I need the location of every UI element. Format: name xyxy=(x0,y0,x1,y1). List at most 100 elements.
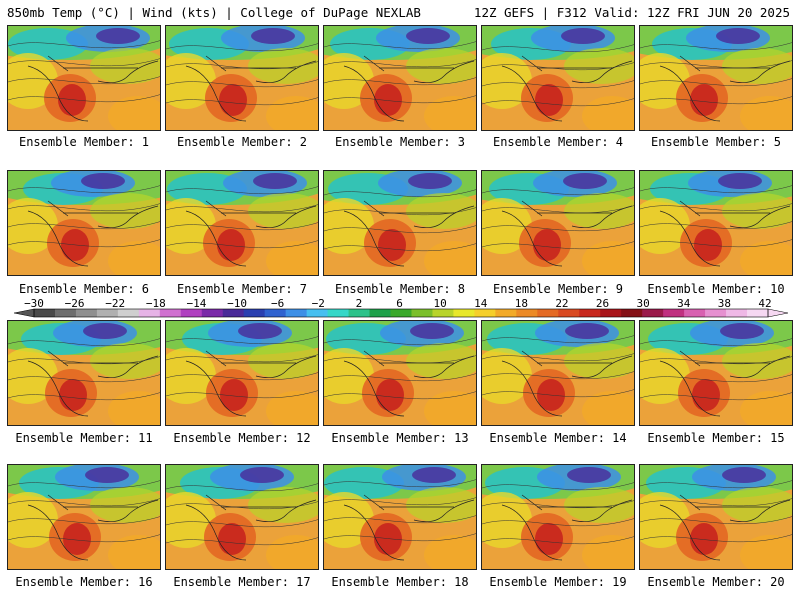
colorbar-segment xyxy=(222,309,245,317)
colorbar-tick-label: −30 xyxy=(24,297,44,310)
map-title: 850mb Temp (°C) | Wind (kts) | College o… xyxy=(7,5,421,20)
ensemble-member-map xyxy=(7,25,161,131)
colorbar-segment xyxy=(138,309,161,317)
member-label: Ensemble Member: 20 xyxy=(647,575,785,589)
ensemble-member-map xyxy=(639,464,793,570)
colorbar-segment xyxy=(264,309,287,317)
member-label: Ensemble Member: 1 xyxy=(18,135,150,149)
temperature-field xyxy=(640,321,792,425)
colorbar-segment xyxy=(432,309,454,317)
colorbar-tick-label: 18 xyxy=(514,297,528,310)
temperature-field xyxy=(640,171,792,275)
colorbar-tick-label: 6 xyxy=(396,297,403,310)
colorbar-segment xyxy=(285,309,308,317)
colorbar-segment xyxy=(663,309,685,317)
colorbar-tick-label: 10 xyxy=(433,297,447,310)
colorbar-tick-label: −26 xyxy=(64,297,85,310)
member-label: Ensemble Member: 16 xyxy=(15,575,153,589)
colorbar-segment xyxy=(348,309,371,317)
temperature-field xyxy=(482,171,634,275)
colorbar-segment xyxy=(621,309,643,317)
member-label: Ensemble Member: 6 xyxy=(18,282,150,296)
colorbar-tick-label: 30 xyxy=(636,297,650,310)
ensemble-member-map xyxy=(165,25,319,131)
ensemble-member-map xyxy=(323,170,477,276)
colorbar-segment xyxy=(243,309,266,317)
temperature-colorbar: −30 −26 −22 −18 −14 −10 −6 −2 2 6 10 14 18 22 26 30 34 38… xyxy=(0,297,800,321)
colorbar-segment xyxy=(96,309,119,317)
temperature-field xyxy=(166,465,318,569)
ensemble-member-map xyxy=(7,170,161,276)
temperature-field xyxy=(166,26,318,130)
member-label: Ensemble Member: 19 xyxy=(489,575,627,589)
ensemble-member-map xyxy=(481,464,635,570)
member-label: Ensemble Member: 4 xyxy=(492,135,624,149)
colorbar-segment xyxy=(705,309,727,317)
temperature-field xyxy=(8,321,160,425)
colorbar-tick-label: −14 xyxy=(186,297,207,310)
temperature-field xyxy=(8,465,160,569)
colorbar-tick-label: −2 xyxy=(311,297,325,310)
colorbar-svg xyxy=(13,308,789,318)
temperature-field xyxy=(8,171,160,275)
ensemble-member-map xyxy=(165,170,319,276)
colorbar-segment xyxy=(34,309,56,317)
ensemble-member-map xyxy=(323,25,477,131)
colorbar-tick-label: 38 xyxy=(717,297,731,310)
colorbar-tick-label: 2 xyxy=(355,297,363,310)
colorbar-tick-label: 42 xyxy=(758,297,772,310)
colorbar-segment xyxy=(600,309,622,317)
ensemble-member-map xyxy=(323,464,477,570)
colorbar-tick-label: −6 xyxy=(271,297,285,310)
member-label: Ensemble Member: 14 xyxy=(489,431,627,445)
colorbar-left-arrow xyxy=(13,308,35,318)
colorbar-segment xyxy=(159,309,182,317)
colorbar-segment xyxy=(369,309,392,317)
colorbar-tick-label: 34 xyxy=(677,297,691,310)
ensemble-member-map xyxy=(7,320,161,426)
colorbar-tick-label: −22 xyxy=(105,297,126,310)
model-valid-time: 12Z GEFS | F312 Valid: 12Z FRI JUN 20 20… xyxy=(473,5,790,20)
ensemble-member-map xyxy=(481,170,635,276)
colorbar-right-arrow xyxy=(767,308,789,318)
member-label: Ensemble Member: 11 xyxy=(15,431,153,445)
colorbar-segment xyxy=(306,309,329,317)
temperature-field xyxy=(8,26,160,130)
temperature-field xyxy=(482,26,634,130)
member-label: Ensemble Member: 7 xyxy=(176,282,308,296)
temperature-field xyxy=(482,465,634,569)
ensemble-member-map xyxy=(165,320,319,426)
colorbar-segment xyxy=(579,309,601,317)
ensemble-member-map xyxy=(481,25,635,131)
member-label: Ensemble Member: 13 xyxy=(331,431,469,445)
member-label: Ensemble Member: 3 xyxy=(334,135,466,149)
temperature-field xyxy=(324,465,476,569)
ensemble-member-map xyxy=(639,25,793,131)
temperature-field xyxy=(640,465,792,569)
member-label: Ensemble Member: 18 xyxy=(331,575,469,589)
colorbar-segment xyxy=(180,309,203,317)
member-label: Ensemble Member: 12 xyxy=(173,431,311,445)
ensemble-member-map xyxy=(639,170,793,276)
colorbar-segment xyxy=(75,309,98,317)
temperature-field xyxy=(482,321,634,425)
colorbar-segment xyxy=(726,309,748,317)
temperature-field xyxy=(324,171,476,275)
colorbar-segment xyxy=(327,309,350,317)
colorbar-segment xyxy=(558,309,580,317)
temperature-field xyxy=(324,321,476,425)
ensemble-member-map xyxy=(481,320,635,426)
colorbar-segment xyxy=(495,309,517,317)
ensemble-member-map xyxy=(639,320,793,426)
member-label: Ensemble Member: 5 xyxy=(650,135,782,149)
colorbar-segment xyxy=(117,309,140,317)
colorbar-tick-label: −18 xyxy=(145,297,166,310)
colorbar-segment xyxy=(201,309,224,317)
member-label: Ensemble Member: 8 xyxy=(334,282,466,296)
member-label: Ensemble Member: 15 xyxy=(647,431,785,445)
temperature-field xyxy=(166,171,318,275)
colorbar-segment xyxy=(453,309,475,317)
member-label: Ensemble Member: 2 xyxy=(176,135,308,149)
temperature-field xyxy=(324,26,476,130)
member-label: Ensemble Member: 17 xyxy=(173,575,311,589)
